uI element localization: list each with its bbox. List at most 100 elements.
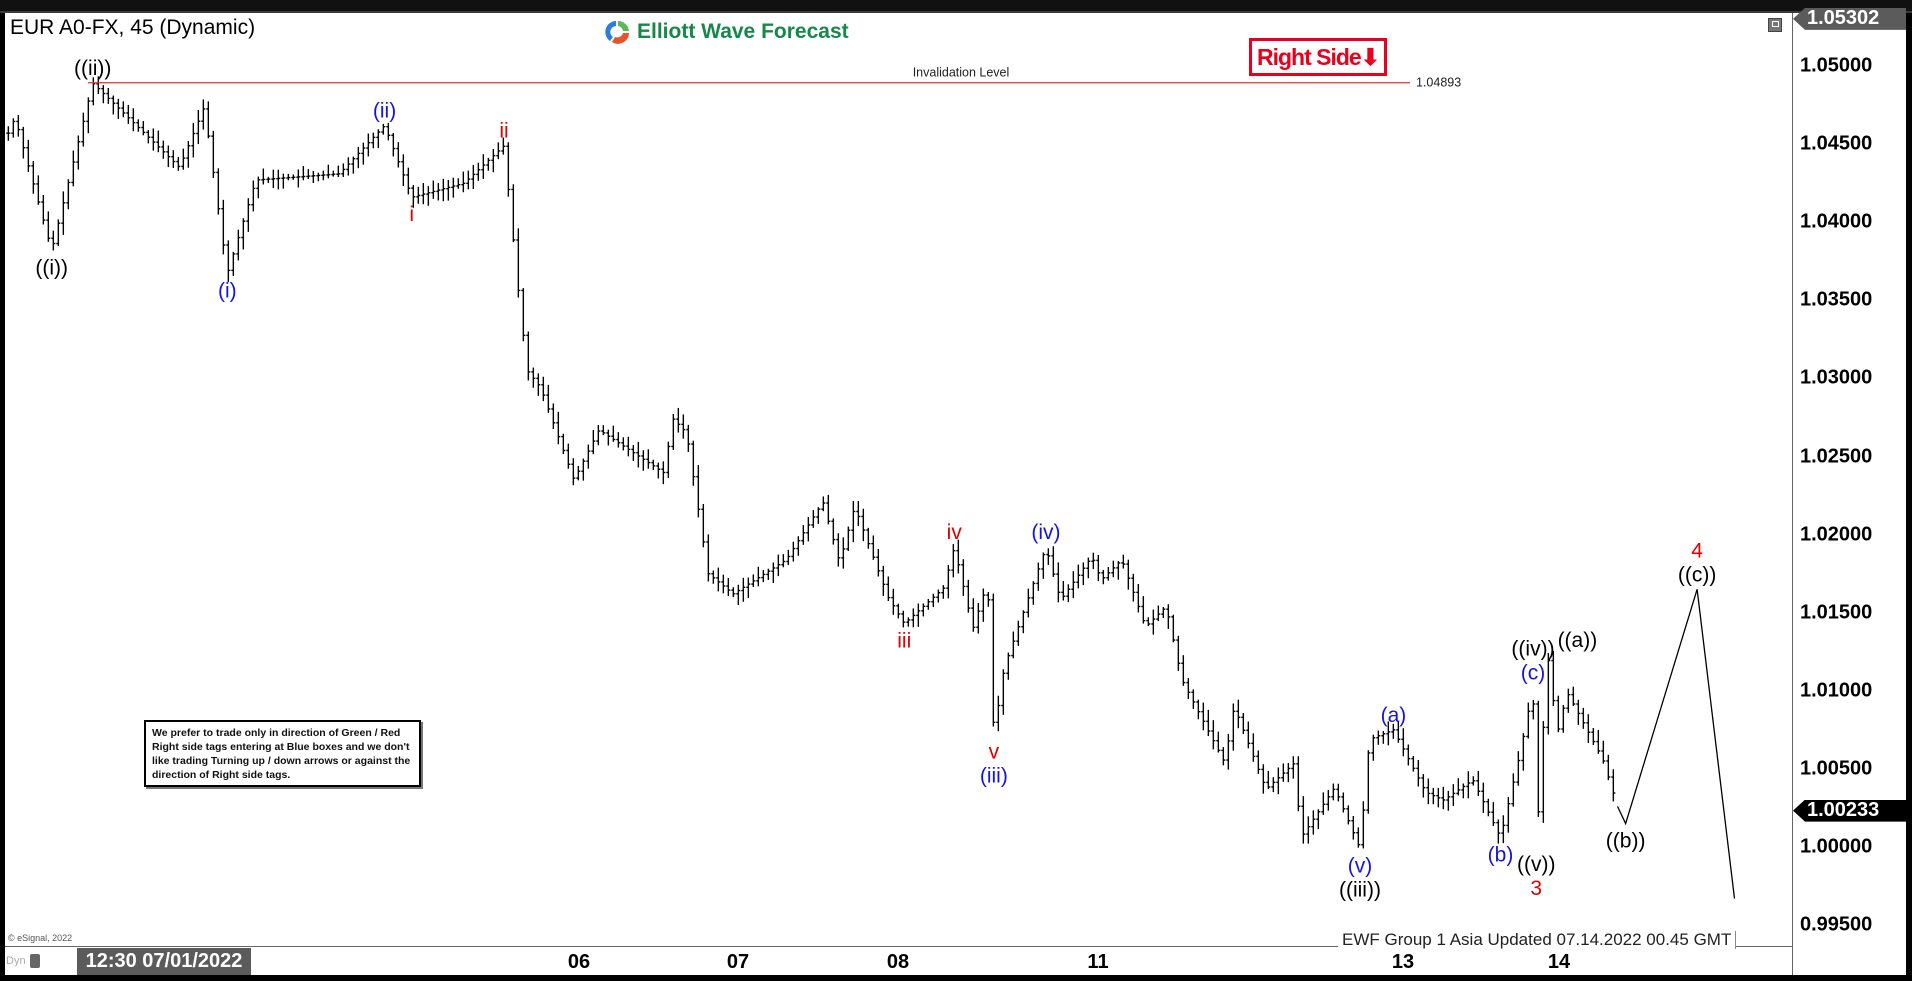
price-bar [1436, 787, 1441, 808]
price-bar [1021, 610, 1026, 634]
price-bar [1111, 560, 1116, 578]
price-bar [1311, 810, 1316, 835]
price-bar [106, 87, 111, 104]
price-bar [561, 433, 566, 455]
price-bar [916, 603, 921, 627]
price-bar [241, 218, 246, 250]
price-bar [1301, 796, 1306, 844]
wave-label: ((v)) [1517, 853, 1555, 876]
price-bar [596, 424, 601, 446]
price-bar [966, 579, 971, 613]
price-bar [1141, 596, 1146, 624]
price-bar [956, 539, 961, 574]
price-bar [756, 566, 761, 587]
price-bar [231, 251, 236, 276]
price-bar [181, 148, 186, 170]
price-bar [416, 186, 421, 204]
right-side-label: Right Side [1256, 43, 1362, 70]
wave-label: ii [499, 120, 508, 143]
chart-title: EUR A0-FX, 45 (Dynamic) [10, 16, 256, 39]
price-bar [761, 569, 766, 583]
price-bar [1041, 552, 1046, 579]
price-bar [101, 85, 106, 104]
price-bar [391, 133, 396, 157]
price-bar [376, 129, 381, 149]
price-bar [411, 184, 416, 208]
wave-label: ((ii)) [74, 57, 111, 80]
price-bar [586, 444, 591, 469]
wave-label: ((b)) [1606, 830, 1646, 853]
price-bar [366, 133, 371, 157]
price-bar [1366, 750, 1371, 814]
price-bar [1191, 689, 1196, 709]
price-bar [1601, 740, 1606, 764]
wave-label: i [409, 203, 414, 226]
price-bar [1466, 771, 1471, 799]
price-bar [941, 585, 946, 599]
price-bar [1391, 723, 1396, 739]
y-tick-label: 1.00500 [1800, 757, 1873, 780]
price-bar [551, 403, 556, 429]
price-bar [741, 577, 746, 602]
wave-label: (i) [218, 280, 237, 303]
price-bar [1576, 699, 1581, 725]
price-bar [1181, 655, 1186, 686]
price-bar [356, 146, 361, 169]
price-bar [46, 211, 51, 242]
price-bar [6, 126, 11, 141]
trading-notice: We prefer to trade only in direction of … [144, 720, 421, 787]
wave-label: ((c)) [1678, 563, 1716, 586]
price-bar [1091, 552, 1096, 570]
price-bar [621, 437, 626, 451]
price-bar [766, 568, 771, 580]
price-bar [576, 465, 581, 481]
wave-label: 4 [1691, 539, 1703, 562]
price-bar [1361, 801, 1366, 849]
price-bar [476, 162, 481, 181]
price-bar [931, 593, 936, 608]
price-bar [951, 544, 956, 578]
time-axis[interactable] [5, 946, 1792, 975]
price-bar [301, 166, 306, 181]
price-bar [1321, 792, 1326, 815]
price-bar [1096, 554, 1101, 582]
right-side-tag: Right Side ⬇ [1249, 38, 1387, 76]
lock-icon[interactable] [30, 954, 40, 968]
price-bar [1496, 819, 1501, 844]
price-bar [86, 97, 91, 134]
price-bar [946, 565, 951, 599]
wave-label: ((i)) [35, 256, 68, 279]
x-tick-label: 14 [1547, 951, 1571, 973]
price-bar [266, 176, 271, 184]
price-bar [641, 450, 646, 471]
price-bar [1051, 546, 1056, 577]
price-bar [1506, 797, 1511, 833]
price-bar [706, 534, 711, 582]
price-bar [1076, 564, 1081, 589]
price-bar [1411, 755, 1416, 772]
price-bar [516, 228, 521, 298]
price-bar [671, 413, 676, 451]
wave-label: 3 [1530, 877, 1542, 900]
price-bar [81, 112, 86, 147]
price-bar [811, 510, 816, 528]
price-bar [346, 157, 351, 176]
price-bar [971, 598, 976, 632]
maximize-icon[interactable] [1768, 18, 1782, 32]
price-bar [1406, 744, 1411, 766]
wave-label: (b) [1488, 844, 1514, 867]
price-bar [1136, 584, 1141, 613]
price-bar [151, 128, 156, 151]
price-bar [206, 101, 211, 139]
wave-label: (ii) [373, 99, 396, 122]
price-bar [1036, 562, 1041, 591]
price-bar [1176, 635, 1181, 671]
projection-path [1616, 589, 1736, 899]
price-bar [606, 429, 611, 446]
price-bar [1291, 756, 1296, 779]
logo-text: Elliott Wave Forecast [637, 20, 849, 43]
y-tick-label: 0.99500 [1800, 913, 1873, 936]
price-bar [1396, 721, 1401, 743]
price-bar [491, 148, 496, 173]
price-bar [296, 169, 301, 188]
